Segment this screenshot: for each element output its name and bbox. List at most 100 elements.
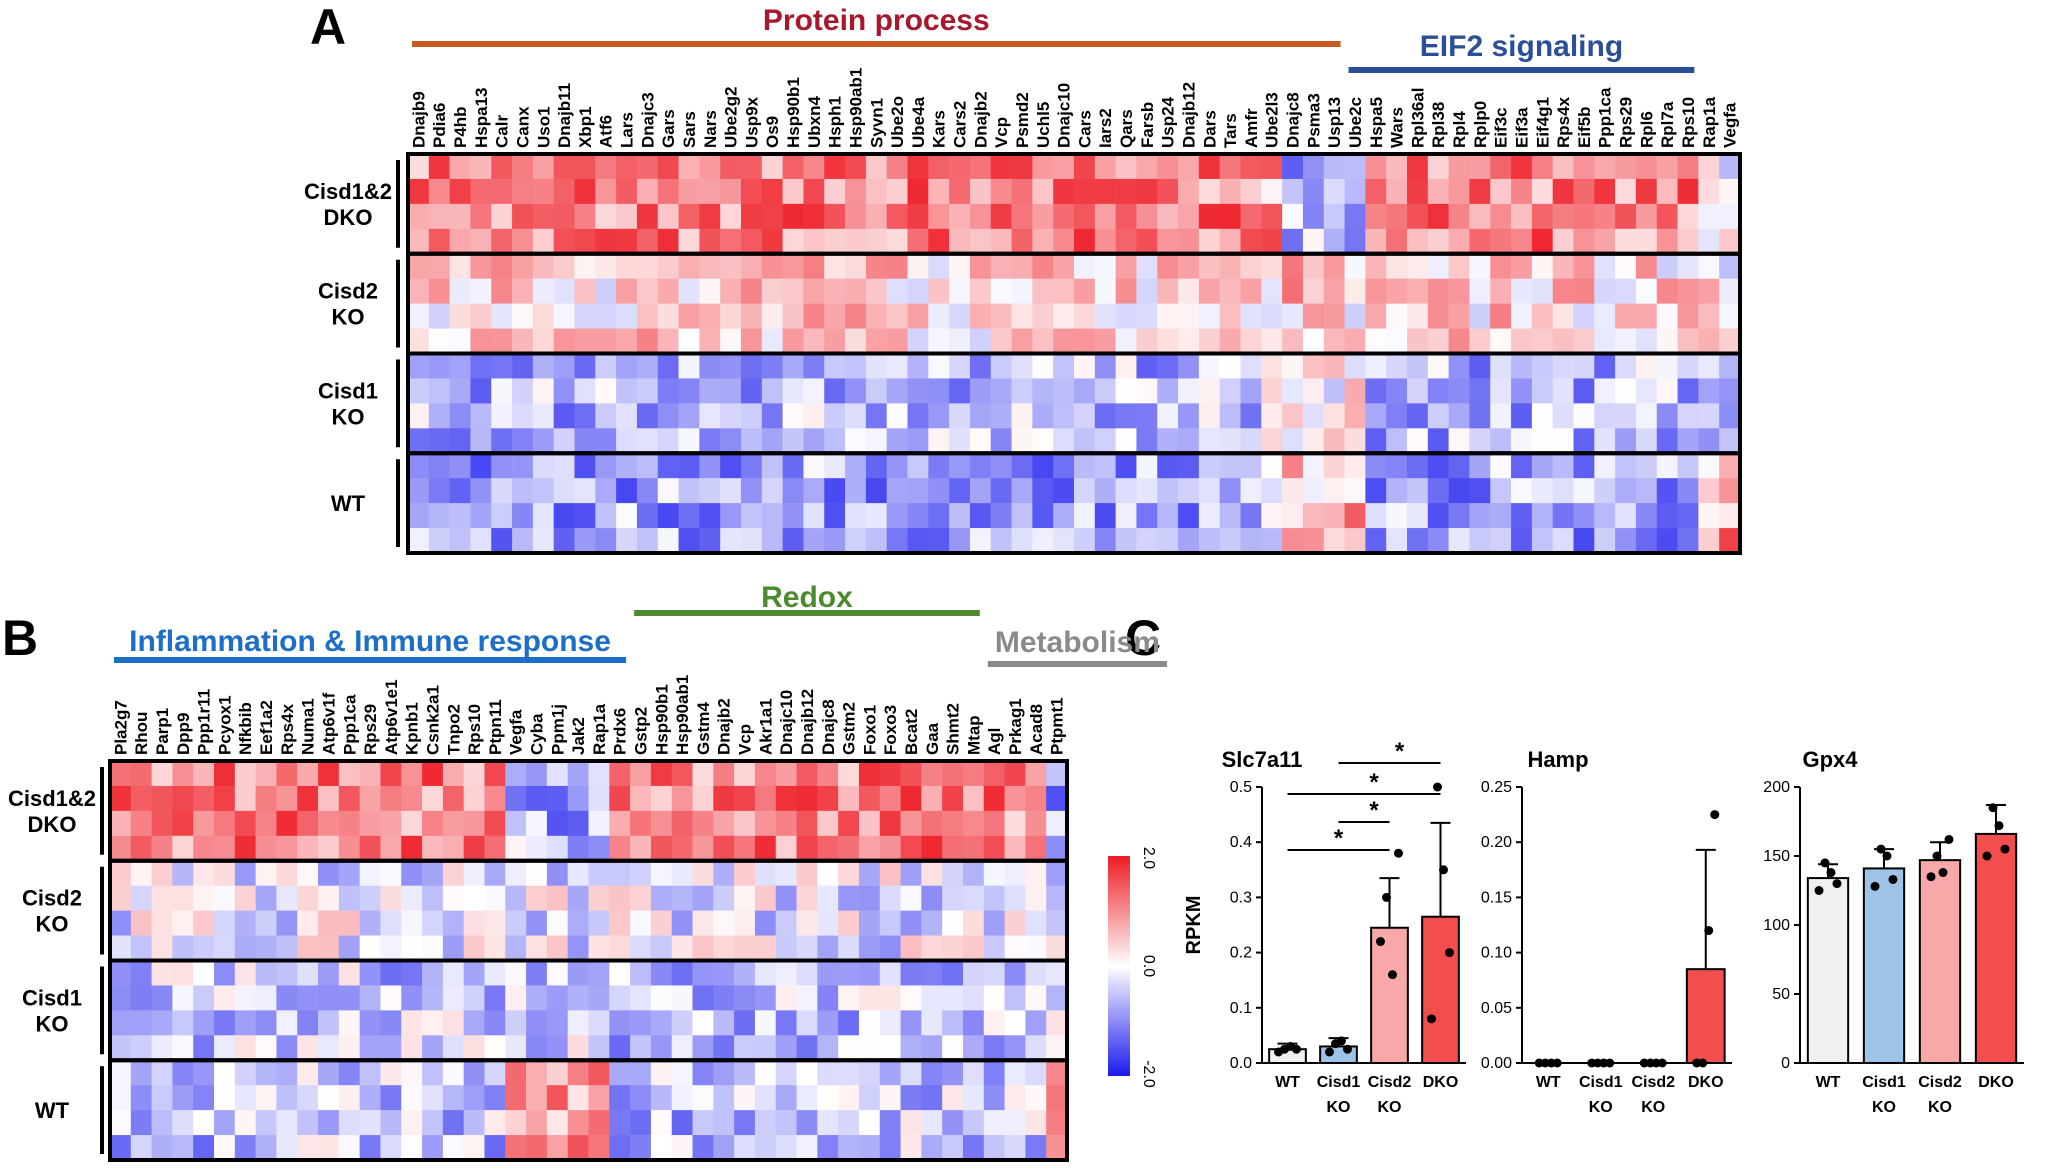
heatmap-cell (442, 960, 464, 986)
heatmap-cell (172, 860, 194, 886)
heatmap-cell (1344, 303, 1366, 329)
heatmap-cell (969, 203, 992, 230)
heatmap-cell (741, 403, 763, 429)
heatmap-cell (553, 503, 575, 529)
heatmap-cell (1552, 378, 1574, 404)
data-point (1888, 874, 1898, 884)
heatmap-cell (838, 1060, 860, 1086)
heatmap-cell (692, 960, 714, 986)
heatmap-cell (824, 203, 846, 230)
heatmap-cell (865, 278, 887, 304)
data-point (1876, 844, 1886, 854)
heatmap-cell (1656, 154, 1678, 180)
heatmap-cell (1261, 353, 1283, 379)
heatmap-cell (1511, 428, 1533, 454)
heatmap-cell (671, 1110, 693, 1136)
heatmap-cell (1698, 303, 1720, 329)
heatmap-cell (741, 228, 763, 255)
heatmap-cell (422, 860, 444, 886)
heatmap-cell (567, 860, 589, 886)
heatmap-cell (1094, 453, 1116, 479)
heatmap-cell (276, 1135, 298, 1161)
heatmap-cell (1386, 278, 1408, 304)
data-point (1337, 1036, 1346, 1046)
heatmap-cell (151, 1085, 173, 1111)
heatmap-cell (1157, 328, 1179, 354)
heatmap-cell (449, 353, 471, 379)
heatmap-cell (1448, 428, 1470, 454)
heatmap-cell (255, 960, 277, 986)
heatmap-cell (574, 503, 596, 529)
heatmap-cell (110, 1110, 132, 1136)
heatmap-cell (803, 353, 825, 379)
heatmap-cell (1531, 353, 1553, 379)
heatmap-cell (942, 935, 964, 961)
heatmap-cell (470, 478, 492, 504)
heatmap-cell (1178, 478, 1200, 504)
heatmap-cell (754, 960, 777, 986)
heatmap-cell (1004, 810, 1026, 837)
heatmap-cell (193, 860, 215, 886)
heatmap-cell (650, 1085, 673, 1111)
heatmap-cell (969, 328, 992, 354)
data-point (1394, 848, 1403, 858)
heatmap-cell (907, 403, 929, 429)
heatmap-cell (983, 1135, 1005, 1161)
heatmap-cell (1448, 203, 1470, 230)
heatmap-cell (713, 1085, 735, 1111)
heatmap-cell (546, 960, 568, 986)
heatmap-cell (983, 1085, 1005, 1111)
heatmap-cell (900, 985, 922, 1011)
heatmap-cell (532, 228, 554, 255)
heatmap-cell (845, 303, 867, 329)
heatmap-cell (359, 1110, 381, 1136)
heatmap-cell (574, 353, 596, 379)
heatmap-cell (886, 278, 908, 304)
heatmap-cell (865, 203, 887, 230)
heatmap-cell (1719, 328, 1741, 354)
heatmap-cell (172, 960, 194, 986)
heatmap-cell (234, 835, 256, 862)
gene-label: Hsp90b1 (652, 684, 671, 755)
heatmap-cell (865, 228, 887, 255)
heatmap-cell (422, 960, 444, 986)
heatmap-cell (553, 278, 575, 304)
heatmap-cell (1407, 154, 1429, 180)
heatmap-cell (1386, 253, 1408, 279)
heatmap-cell (408, 253, 430, 279)
heatmap-cell (1046, 835, 1068, 862)
heatmap-cell (442, 860, 464, 886)
heatmap-cell (720, 303, 742, 329)
heatmap-cell (449, 278, 471, 304)
heatmap-cell (1032, 178, 1054, 205)
heatmap-cell (990, 328, 1012, 354)
heatmap-cell (428, 453, 450, 479)
heatmap-cell (1115, 428, 1137, 454)
heatmap-cell (734, 835, 756, 862)
heatmap-cell (1365, 203, 1387, 230)
heatmap-cell (1240, 403, 1262, 429)
heatmap-cell (990, 203, 1012, 230)
heatmap-cell (1427, 203, 1449, 230)
gene-label: Wars (1388, 107, 1407, 148)
heatmap-cell (754, 835, 777, 862)
heatmap-cell (553, 378, 575, 404)
gene-label: Acad8 (1027, 704, 1046, 755)
heatmap-cell (1323, 403, 1345, 429)
group-label: Cisd1&2 (8, 786, 96, 811)
heatmap-cell (1656, 453, 1678, 479)
heatmap-cell (1074, 503, 1096, 529)
heatmap-cell (817, 761, 839, 787)
heatmap-cell (401, 1035, 423, 1061)
gene-label: Dpp9 (174, 713, 193, 756)
heatmap-cell (741, 503, 763, 529)
heatmap-cell (1656, 478, 1678, 504)
heatmap-cell (1011, 253, 1033, 279)
heatmap-cell (1011, 278, 1033, 304)
heatmap-cell (1219, 353, 1241, 379)
heatmap-cell (1552, 178, 1574, 205)
heatmap-cell (824, 478, 846, 504)
heatmap-cell (1490, 328, 1512, 354)
heatmap-cell (803, 228, 825, 255)
heatmap-cell (1365, 453, 1387, 479)
